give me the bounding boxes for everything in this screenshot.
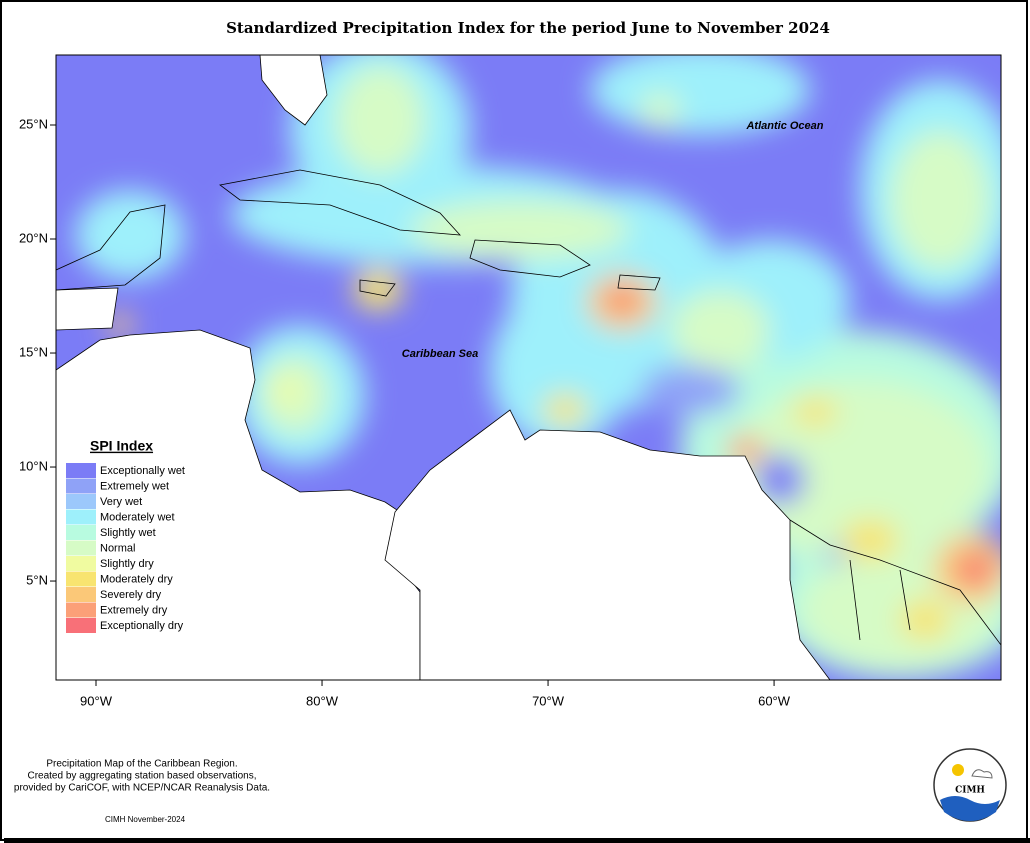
spi-field [56, 55, 1001, 680]
legend: Exceptionally wet Extremely wet Very wet Mo… [66, 463, 185, 633]
legend-label: Severely dry [100, 589, 162, 601]
y-tick-label: 5°N [26, 572, 48, 587]
footnote-line: Created by aggregating station based obs… [27, 771, 256, 782]
legend-swatch [66, 494, 96, 509]
legend-swatch [66, 525, 96, 540]
plot-frame [55, 54, 1002, 681]
legend-swatch [66, 509, 96, 525]
legend-swatch [66, 571, 96, 587]
legend-swatch [66, 587, 96, 602]
y-tick-label: 10°N [19, 458, 48, 473]
legend-title: SPI Index [90, 438, 153, 454]
y-tick-label: 15°N [19, 344, 48, 359]
legend-swatch [66, 602, 96, 618]
legend-swatch [66, 540, 96, 556]
legend-label: Very wet [100, 496, 142, 508]
legend-label: Normal [100, 542, 135, 554]
x-tick-label: 90°W [80, 693, 113, 708]
legend-swatch [66, 556, 96, 571]
sea-label: Caribbean Sea [402, 348, 478, 360]
legend-label: Exceptionally wet [100, 465, 185, 477]
x-tick-label: 80°W [306, 693, 339, 708]
legend-label: Moderately dry [100, 573, 173, 585]
legend-label: Moderately wet [100, 511, 175, 523]
logo-text: CIMH [955, 786, 985, 796]
x-tick-label: 60°W [758, 693, 791, 708]
legend-swatch [66, 478, 96, 494]
y-tick-label: 20°N [19, 230, 48, 245]
shadow [4, 838, 1030, 843]
footnote: Precipitation Map of the Caribbean Regio… [14, 759, 270, 794]
legend-label: Extremely wet [100, 480, 169, 492]
legend-label: Slightly wet [100, 527, 156, 539]
y-tick-label: 25°N [19, 116, 48, 131]
x-tick-label: 70°W [532, 693, 565, 708]
legend-label: Extremely dry [100, 604, 168, 616]
map-title: Standardized Precipitation Index for the… [226, 19, 830, 37]
logo: CIMH [933, 748, 1007, 822]
credit: CIMH November-2024 [105, 815, 186, 824]
legend-swatch [66, 618, 96, 633]
footnote-line: Precipitation Map of the Caribbean Regio… [46, 759, 237, 770]
ocean-label: Atlantic Ocean [745, 120, 823, 132]
legend-swatch [66, 463, 96, 478]
legend-label: Slightly dry [100, 558, 154, 570]
legend-label: Exceptionally dry [100, 620, 184, 632]
footnote-line: provided by CariCOF, with NCEP/NCAR Rean… [14, 783, 270, 794]
